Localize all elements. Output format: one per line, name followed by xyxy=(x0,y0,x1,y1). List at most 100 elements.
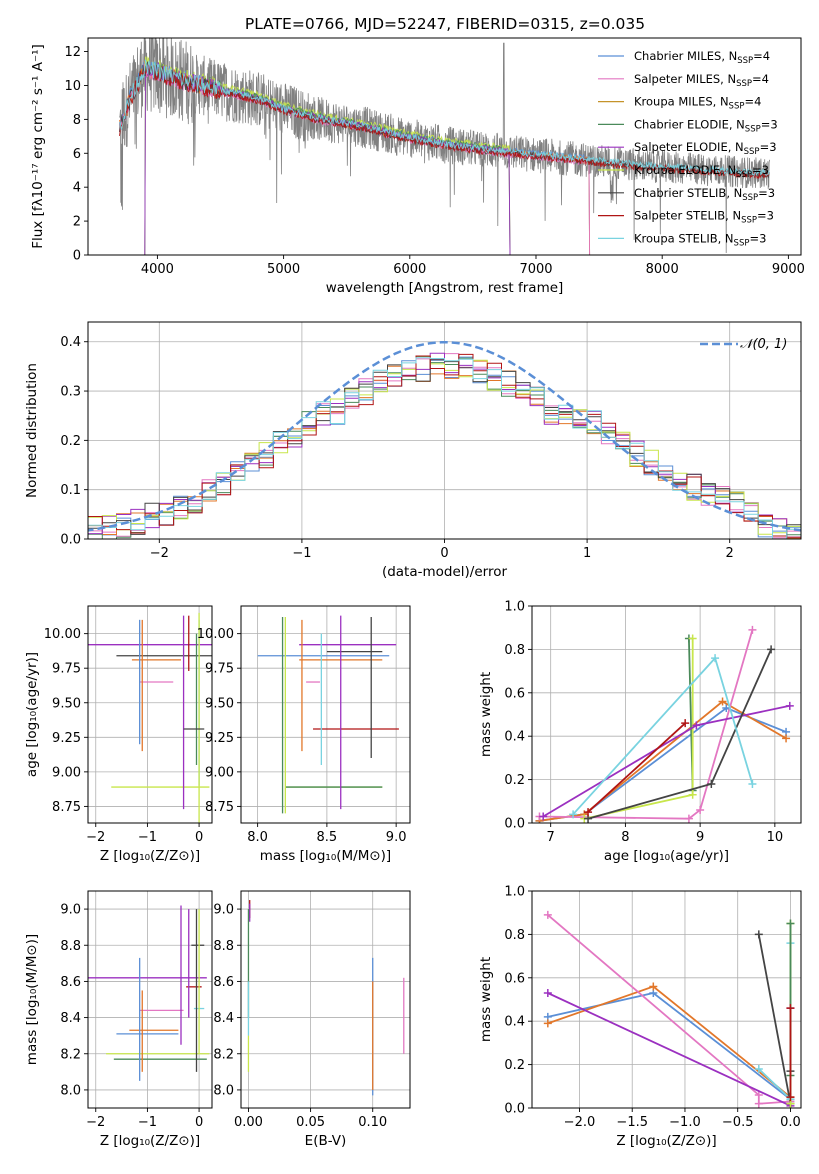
y-tick-label: 0.0 xyxy=(60,533,81,548)
axes-mass_vs_Z: −2 −1 0 8.0 8.2 8.4 8.6 8.8 9.0 Z [log₁₀(Z/Z⊙)] ma… xyxy=(24,890,213,1149)
y-tick-label: 8 xyxy=(73,113,81,128)
y-tick-label: 8.75 xyxy=(205,800,234,815)
y-tick-label: 8.2 xyxy=(213,1047,234,1062)
plot-area-age_vs_Z xyxy=(88,612,212,823)
y-tick-label: 8.4 xyxy=(213,1011,234,1026)
legend-entry-suffix: =3 xyxy=(758,186,775,200)
y-tick-label: 0.2 xyxy=(60,434,81,449)
weight-line xyxy=(587,649,772,820)
y-tick-label: 8.2 xyxy=(60,1047,81,1062)
legend-entry: Chabrier ELODIE, NSSP=3 xyxy=(634,117,778,134)
legend-entry: Kroupa STELIB, NSSP=3 xyxy=(634,231,766,248)
y-tick-label: 0.4 xyxy=(60,335,81,350)
legend-entry-subscript: SSP xyxy=(744,147,760,157)
weight-line xyxy=(547,914,791,1105)
weight-series xyxy=(543,988,795,1108)
y-tick-label: 0.6 xyxy=(504,971,525,986)
weight-marker xyxy=(786,1004,795,1013)
legend-entry: 𝒩(0, 1) xyxy=(740,337,787,352)
legend-entry: Salpeter ELODIE, NSSP=3 xyxy=(634,140,777,157)
legend-entry-label: Salpeter STELIB, N xyxy=(634,209,741,223)
legend-entry-suffix: =4 xyxy=(753,49,770,63)
x-tick-label: 9.0 xyxy=(386,830,407,845)
weight-marker xyxy=(748,625,757,634)
y-tick-label: 0.8 xyxy=(504,643,525,658)
weight-marker xyxy=(767,645,776,654)
x-tick-label: −1 xyxy=(138,830,157,845)
y-tick-label: 0.0 xyxy=(504,1102,525,1117)
histogram-series xyxy=(88,360,801,539)
legend-entry-subscript: SSP xyxy=(736,170,752,180)
model-spectrum-line xyxy=(119,59,770,177)
y-tick-label: 4 xyxy=(73,181,81,196)
y-tick-label: 9.50 xyxy=(52,696,81,711)
x-tick-label: 2 xyxy=(726,546,734,561)
x-tick-label: 1 xyxy=(583,546,591,561)
normal-curve xyxy=(88,340,801,532)
y-tick-label: 0.4 xyxy=(504,1015,525,1030)
legend-entry-subscript: SSP xyxy=(734,238,750,248)
y-tick-label: 9.75 xyxy=(205,662,234,677)
weight-marker xyxy=(707,779,716,788)
x-tick-label: 7 xyxy=(547,830,555,845)
legend-entry: Chabrier STELIB, NSSP=3 xyxy=(634,186,775,203)
weight-line xyxy=(587,722,686,813)
y-tick-label: 9.25 xyxy=(205,731,234,746)
x-axis-label: age [log₁₀(age/yr)] xyxy=(604,848,729,864)
weight-marker xyxy=(754,1090,763,1099)
axes-weight_vs_Z: −2.0 −1.5 −1.0 −0.5 0.0 0.0 0.2 0.4 0.6 0.8 1.0 Z [… xyxy=(478,885,802,1149)
y-tick-label: 2 xyxy=(73,215,81,230)
y-tick-label: 1.0 xyxy=(504,885,525,900)
weight-marker xyxy=(786,919,795,928)
weight-marker xyxy=(748,779,757,788)
weight-series xyxy=(543,982,795,1102)
y-tick-label: 8.4 xyxy=(60,1011,81,1026)
y-tick-label: 9.25 xyxy=(52,731,81,746)
y-tick-label: 8.0 xyxy=(213,1083,234,1098)
weight-marker xyxy=(785,701,794,710)
legend-entry-suffix: =3 xyxy=(757,209,774,223)
weight-series xyxy=(684,634,697,795)
axes-frame xyxy=(240,890,411,1109)
weight-marker xyxy=(543,988,552,997)
x-axis-label: Z [log₁₀(Z/Z⊙)] xyxy=(100,848,200,864)
weight-marker xyxy=(681,719,690,728)
legend-entry-suffix: =3 xyxy=(761,117,778,131)
legend-entry-subscript: SSP xyxy=(736,79,752,89)
weight-marker xyxy=(718,697,727,706)
y-tick-label: 0.1 xyxy=(60,483,81,498)
weight-series xyxy=(543,988,795,1104)
legend-entry-label: Chabrier STELIB, N xyxy=(634,186,742,200)
weight-series xyxy=(535,625,757,823)
y-axis-label: mass [log₁₀(M/M⊙)] xyxy=(24,934,40,1065)
y-axis-label: mass weight xyxy=(478,957,494,1042)
x-axis-label: wavelength [Angstrom, rest frame] xyxy=(326,280,564,296)
legend-entry-subscript: SSP xyxy=(737,56,753,66)
axes-frame xyxy=(531,605,802,824)
legend-entry-suffix: =4 xyxy=(752,72,769,86)
axes-frame xyxy=(87,890,213,1109)
weight-series xyxy=(569,654,757,819)
weight-marker xyxy=(543,1019,552,1028)
weight-line xyxy=(539,700,787,822)
legend-entry-subscript: SSP xyxy=(741,216,757,226)
plot-area-mass_vs_Z xyxy=(88,905,210,1081)
weight-marker xyxy=(754,1099,763,1108)
weight-marker xyxy=(782,734,791,743)
plot-area-spectrum xyxy=(119,38,770,255)
axes-mass_vs_EBV: 0.00 0.05 0.10 8.0 8.2 8.4 8.6 8.8 9.0 E(B-V) xyxy=(213,890,411,1149)
weight-marker xyxy=(754,1064,763,1073)
y-tick-label: 9.00 xyxy=(52,765,81,780)
axes-weight_vs_age: 7 8 9 10 0.0 0.2 0.4 0.6 0.8 1.0 age [log₁₀(age/yr… xyxy=(478,600,802,864)
axes-frame xyxy=(240,605,411,824)
legend-entry-label: Salpeter ELODIE, N xyxy=(634,140,744,154)
axes-residuals: 𝒩(0, 1) −2 −1 0 1 2 0.0 0.1 0.2 0.3 0.4 (data-model… xyxy=(24,321,802,580)
x-tick-label: 0 xyxy=(195,1115,203,1130)
x-tick-label: −1.0 xyxy=(669,1115,701,1130)
x-axis-label: Z [log₁₀(Z/Z⊙)] xyxy=(100,1133,200,1149)
x-tick-label: 6000 xyxy=(393,262,426,277)
x-tick-label: 8.5 xyxy=(317,830,338,845)
y-tick-label: 9.0 xyxy=(213,903,234,918)
